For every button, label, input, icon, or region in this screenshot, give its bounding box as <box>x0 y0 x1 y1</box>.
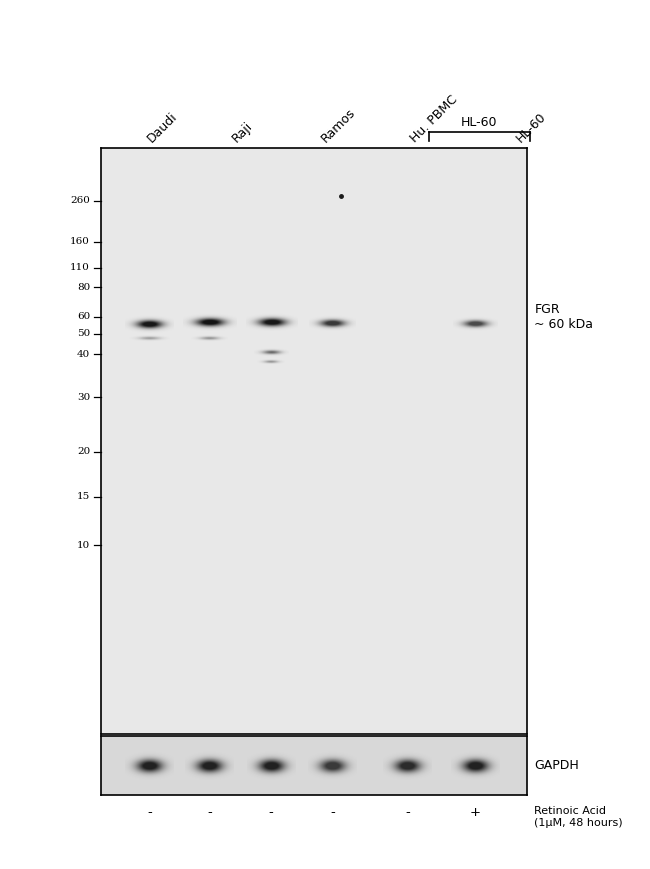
Text: 10: 10 <box>77 541 90 550</box>
Text: Raji: Raji <box>229 120 255 145</box>
Text: 260: 260 <box>70 196 90 205</box>
Text: Retinoic Acid
(1μM, 48 hours): Retinoic Acid (1μM, 48 hours) <box>534 806 623 828</box>
Text: -: - <box>207 806 212 819</box>
Text: Ramos: Ramos <box>318 106 358 145</box>
Text: GAPDH: GAPDH <box>534 760 579 772</box>
Text: 40: 40 <box>77 349 90 359</box>
Text: HL-60: HL-60 <box>514 110 549 145</box>
Text: 20: 20 <box>77 447 90 456</box>
Text: +: + <box>470 806 481 819</box>
Text: 50: 50 <box>77 329 90 338</box>
Text: -: - <box>330 806 335 819</box>
Text: Daudi: Daudi <box>144 110 179 145</box>
Text: 110: 110 <box>70 263 90 273</box>
Text: Hu. PBMC: Hu. PBMC <box>408 93 460 145</box>
Text: 30: 30 <box>77 393 90 401</box>
Text: HL-60: HL-60 <box>461 116 498 129</box>
Text: 80: 80 <box>77 282 90 292</box>
Text: -: - <box>148 806 152 819</box>
Text: -: - <box>405 806 410 819</box>
Text: 60: 60 <box>77 312 90 322</box>
Text: 160: 160 <box>70 237 90 246</box>
Text: 15: 15 <box>77 492 90 501</box>
Text: FGR
~ 60 kDa: FGR ~ 60 kDa <box>534 302 593 331</box>
Text: -: - <box>268 806 274 819</box>
